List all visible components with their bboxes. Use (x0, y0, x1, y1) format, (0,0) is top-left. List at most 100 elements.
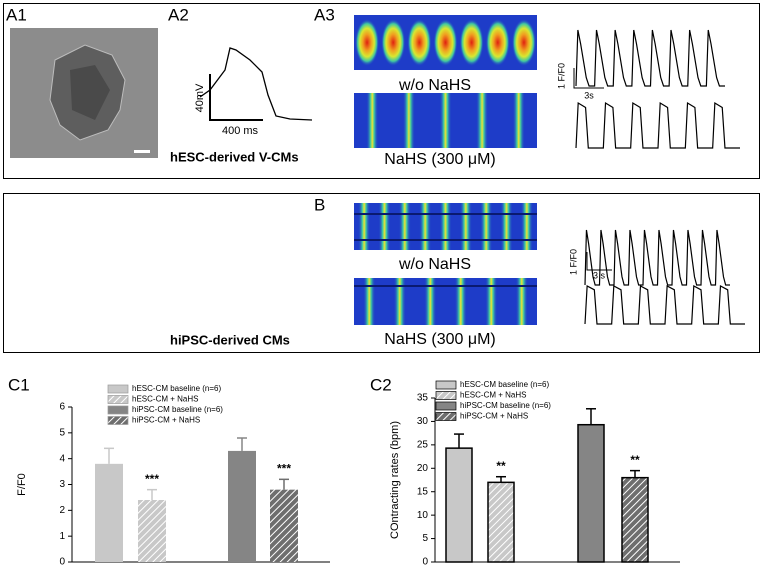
y-tick-label: 1 (59, 531, 65, 542)
legend-swatch (107, 384, 129, 394)
panel-label: C1 (8, 375, 30, 394)
scale-bar (209, 74, 263, 121)
scale-label: 40mV (194, 83, 206, 112)
legend-label: hiPSC-CM + NaHS (460, 412, 528, 421)
condition-label: w/o NaHS (398, 256, 471, 273)
legend-label: hESC-CM + NaHS (460, 391, 526, 400)
cell-image (10, 28, 158, 158)
legend-swatch (435, 391, 457, 400)
panel-label: A1 (6, 5, 27, 24)
y-tick-label: 5 (59, 427, 65, 438)
y-tick-label: 6 (59, 402, 65, 413)
heatmap-stripe (459, 203, 472, 250)
cell-type: hESC-derived V-CMs (170, 149, 299, 164)
condition-label: NaHS (300 μM) (384, 151, 495, 168)
heatmap-stripe (398, 203, 411, 250)
bar (138, 500, 166, 562)
y-tick-label: 15 (417, 486, 429, 497)
legend-swatch (107, 405, 129, 415)
bar (95, 463, 123, 562)
panel-label: B (314, 195, 325, 214)
y-tick-label: 10 (417, 510, 429, 521)
legend-swatch (435, 380, 457, 390)
bar (577, 423, 605, 563)
bar (487, 481, 515, 563)
bar (228, 450, 256, 562)
heatmap-stripe (366, 93, 379, 148)
heatmap-stripe (439, 203, 452, 250)
legend-label: hESC-CM + NaHS (132, 395, 198, 404)
scale-label: 1 F/F0 (556, 63, 566, 89)
trace (575, 29, 725, 87)
panel-label: A2 (168, 5, 189, 24)
heatmap-blob (407, 19, 432, 66)
heatmap-stripe (378, 203, 391, 250)
legend-label: hESC-CM baseline (n=6) (132, 384, 221, 393)
heatmaps (354, 15, 537, 325)
heatmap-blob (485, 19, 510, 66)
bar (270, 489, 298, 562)
condition-label: NaHS (300 μM) (384, 331, 495, 348)
bar (445, 447, 473, 563)
panel-label: C2 (370, 375, 392, 394)
y-tick-label: 4 (59, 453, 65, 464)
heatmap-stripe (363, 278, 376, 325)
y-axis-label: COntracting rates (bpm) (389, 421, 401, 539)
calcium-traces (575, 29, 745, 325)
heatmap-stripe (402, 93, 415, 148)
heatmap-stripe (439, 93, 452, 148)
action-potential-trace (199, 47, 313, 121)
scale-label: 3s (584, 90, 594, 100)
y-tick-label: 0 (422, 557, 428, 568)
legend-swatch (435, 401, 457, 411)
y-axis-label: F/F0 (16, 473, 28, 496)
y-tick-label: 5 (422, 533, 428, 544)
cell-type: hiPSC-derived CMs (170, 332, 290, 347)
y-tick-label: 3 (59, 479, 65, 490)
condition-label: w/o NaHS (398, 77, 471, 94)
heatmap-stripe (476, 93, 489, 148)
heatmap-stripe (480, 203, 493, 250)
significance: ** (630, 453, 640, 467)
panel-frame (3, 3, 760, 179)
scale-label: 400 ms (222, 125, 259, 137)
legend-swatch (107, 416, 129, 425)
scale-label: 1 F/F0 (568, 249, 578, 275)
legend-swatch (435, 412, 457, 421)
heatmap-blob (433, 19, 458, 66)
heatmap-stripe (454, 278, 467, 325)
significance: *** (145, 472, 159, 486)
scale-bar (586, 252, 612, 271)
legend-label: hiPSC-CM + NaHS (132, 416, 200, 425)
significance: ** (496, 459, 506, 473)
heatmap-stripe (358, 203, 371, 250)
y-tick-label: 25 (417, 439, 429, 450)
legend-label: hiPSC-CM baseline (n=6) (460, 401, 551, 410)
scale-bar (573, 68, 604, 89)
heatmap-stripe (485, 278, 498, 325)
heatmap-stripe (424, 278, 437, 325)
heatmap-blob (459, 19, 484, 66)
y-tick-label: 0 (59, 557, 65, 568)
heatmap-stripe (520, 203, 533, 250)
panel-label: A3 (314, 5, 335, 24)
heatmap-stripe (419, 203, 432, 250)
y-tick-label: 20 (417, 463, 429, 474)
trace (584, 285, 745, 325)
heatmap-blob (511, 19, 536, 66)
charts: 0 1 2 3 4 5 6 F/F0 hESC-CM baseline (n=6) *** hESC… (16, 380, 680, 568)
legend-label: hiPSC-CM baseline (n=6) (132, 405, 223, 414)
y-tick-label: 2 (59, 505, 65, 516)
legend-label: hESC-CM baseline (n=6) (460, 380, 549, 389)
heatmap-blob (355, 19, 380, 66)
heatmap-stripe (512, 93, 525, 148)
heatmap-stripe (393, 278, 406, 325)
heatmap-blob (381, 19, 406, 66)
trace (584, 229, 730, 286)
y-tick-label: 30 (417, 416, 429, 427)
heatmap-stripe (500, 203, 513, 250)
heatmap-stripe (515, 278, 528, 325)
significance: *** (277, 462, 291, 476)
y-tick-label: 35 (417, 393, 429, 404)
